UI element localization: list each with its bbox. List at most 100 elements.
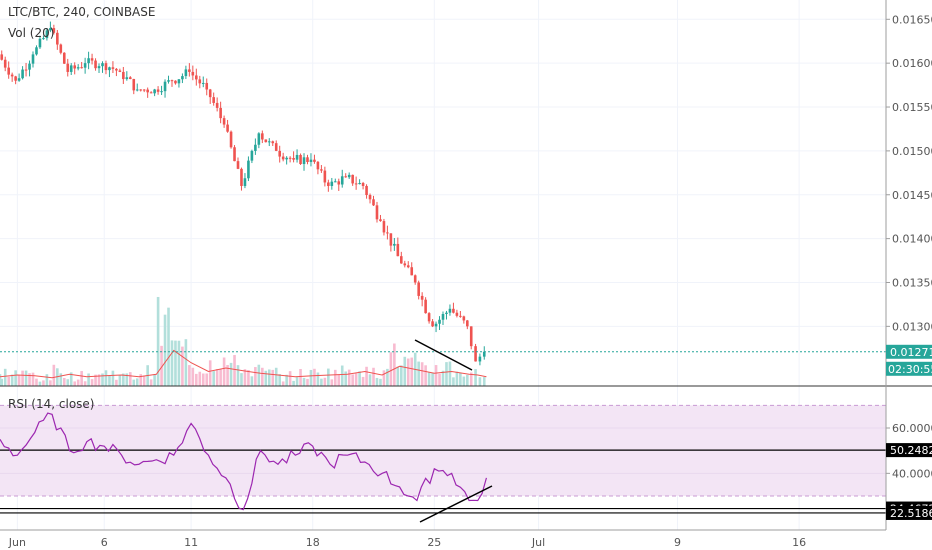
volume-bar: [309, 369, 313, 386]
volume-bar: [184, 339, 188, 386]
candle-body: [316, 161, 320, 170]
volume-bar: [212, 371, 215, 386]
candle-body: [163, 81, 167, 92]
candle-body: [90, 58, 94, 61]
candle-body: [420, 295, 424, 300]
candle-body: [115, 68, 118, 71]
volume-bar: [215, 369, 219, 386]
volume-bar: [278, 374, 281, 386]
volume-bar: [66, 379, 70, 386]
candle-body: [354, 183, 358, 185]
volume-bar: [201, 373, 205, 386]
volume-bar: [382, 370, 386, 386]
candle-body: [403, 263, 407, 266]
candle-body: [56, 32, 59, 45]
candle-body: [0, 54, 4, 60]
volume-bar: [156, 296, 160, 386]
volume-bar: [459, 372, 462, 386]
candle-body: [160, 91, 163, 93]
candle-body: [229, 131, 233, 148]
candle-body: [306, 157, 309, 163]
candle-body: [452, 308, 455, 313]
candle-body: [236, 161, 240, 169]
price-trendline[interactable]: [414, 339, 473, 371]
candle-body: [149, 92, 153, 94]
candle-body: [264, 139, 268, 143]
candle-body: [410, 267, 414, 276]
time-axis[interactable]: Jun 6 11 18 25 Jul 9 16: [0, 529, 886, 549]
volume-bar: [233, 355, 236, 386]
candle-body: [302, 157, 306, 165]
volume-bar: [482, 377, 486, 386]
volume-bar: [7, 376, 10, 386]
price-grid: [0, 0, 886, 530]
candle-body: [174, 80, 177, 84]
volume-bar: [177, 340, 181, 386]
candle-body: [135, 89, 139, 91]
candle-body: [233, 147, 236, 162]
rsi-pane[interactable]: RSI (14, close): [0, 397, 886, 523]
candle-body: [24, 69, 28, 71]
candle-body: [320, 169, 323, 171]
volume-bar: [351, 374, 354, 386]
candle-body: [379, 219, 382, 222]
volume-bar: [375, 377, 379, 386]
candle-body: [59, 44, 63, 53]
candle-body: [118, 70, 122, 72]
volume-bar: [427, 372, 431, 386]
time-ticks: Jun 6 11 18 25 Jul 9 16: [8, 536, 806, 549]
candle-body: [299, 154, 302, 165]
volume-bar: [90, 379, 94, 386]
volume-bar: [431, 372, 434, 386]
volume-bar: [69, 372, 73, 386]
candle-body: [438, 319, 441, 324]
volume-bar: [0, 378, 4, 386]
candle-body: [35, 47, 38, 55]
volume-bar: [188, 365, 191, 386]
volume-bar: [10, 374, 14, 386]
candle-body: [240, 168, 243, 186]
volume-bar: [292, 380, 295, 386]
rsi-level-1-value: 50.2482: [890, 444, 932, 457]
candle-body: [389, 233, 393, 246]
candle-body: [292, 157, 295, 160]
rsi-trendline[interactable]: [419, 485, 493, 523]
volume-bar: [247, 370, 250, 386]
candle-body: [212, 97, 215, 103]
volume-bar: [333, 369, 337, 386]
volume-bar: [153, 374, 156, 386]
price-pane[interactable]: [0, 0, 886, 530]
volume-bar: [417, 361, 420, 386]
volume-bar: [330, 379, 334, 386]
volume-bar: [52, 364, 56, 386]
volume-bar: [108, 375, 111, 386]
candle-body: [247, 160, 250, 179]
candle-body: [205, 82, 209, 90]
volume-bar: [135, 378, 139, 386]
volume-bar: [410, 357, 414, 386]
candle-body: [191, 71, 195, 76]
volume-bar: [3, 368, 7, 386]
volume-bar: [347, 369, 351, 386]
volume-bar: [469, 372, 473, 386]
volume-bar: [73, 381, 77, 386]
candle-body: [347, 174, 351, 178]
candle-body: [396, 243, 400, 257]
volume-bar: [389, 352, 393, 386]
candle-body: [327, 182, 330, 186]
candle-body: [132, 78, 136, 91]
candle-body: [474, 346, 477, 362]
candle-body: [393, 243, 396, 246]
candle-body: [261, 133, 264, 140]
volume-bar: [128, 372, 132, 386]
candle-body: [201, 82, 205, 84]
volume-bar: [379, 378, 382, 386]
candle-body: [441, 314, 445, 320]
candle-body: [170, 80, 174, 82]
